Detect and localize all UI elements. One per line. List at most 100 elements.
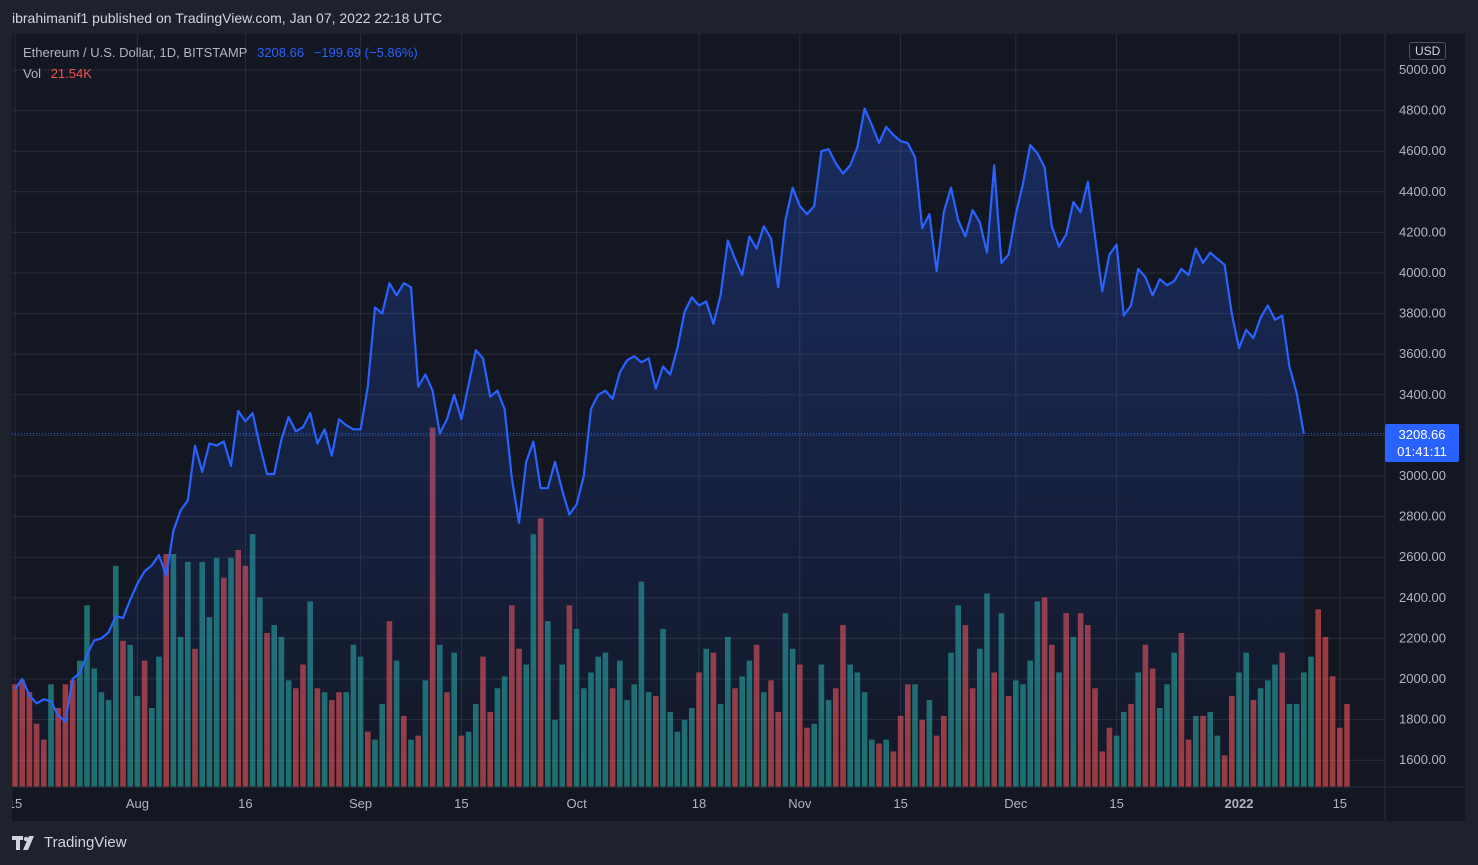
price-point [742, 274, 743, 275]
price-point [727, 240, 728, 241]
price-point [1051, 226, 1052, 227]
volume-value: 21.54K [50, 66, 92, 81]
price-point [1087, 181, 1088, 182]
price-point [439, 433, 440, 434]
price-point [641, 362, 642, 363]
price-point [1138, 268, 1139, 269]
price-point [1008, 254, 1009, 255]
price-point [194, 445, 195, 446]
price-point [792, 187, 793, 188]
volume-label[interactable]: Vol [23, 66, 42, 81]
price-point [223, 441, 224, 442]
price-point [403, 283, 404, 284]
price-point [29, 695, 30, 696]
price-point [454, 394, 455, 395]
price-point [648, 358, 649, 359]
price-point [900, 141, 901, 142]
price-chart[interactable]: 1600.00 1800.00 2000.00 2200.00 2400.00 2600.… [12, 34, 1465, 821]
price-point [79, 672, 80, 673]
price-point [986, 252, 987, 253]
price-point [684, 311, 685, 312]
price-point [778, 287, 779, 288]
price-point [65, 721, 66, 722]
price-point [893, 134, 894, 135]
price-point [432, 390, 433, 391]
price-tick-label: 1600.00 [1399, 752, 1446, 767]
price-point [1022, 183, 1023, 184]
tradingview-brand[interactable]: TradingView [12, 834, 127, 851]
price-point [1289, 366, 1290, 367]
price-point [1253, 337, 1254, 338]
bar-countdown: 01:41:11 [1397, 444, 1447, 459]
price-point [475, 350, 476, 351]
price-point [547, 488, 548, 489]
price-point [1037, 153, 1038, 154]
price-point [677, 348, 678, 349]
price-point [1102, 291, 1103, 292]
price-point [857, 147, 858, 148]
chart-pane[interactable]: 1600.00 1800.00 2000.00 2200.00 2400.00 2600.… [12, 34, 1465, 821]
time-tick-label: 15 [12, 796, 22, 811]
price-point [1044, 167, 1045, 168]
price-point [274, 473, 275, 474]
price-point [122, 618, 123, 619]
price-point [14, 689, 15, 690]
price-point [180, 510, 181, 511]
price-point [871, 124, 872, 125]
price-point [317, 443, 318, 444]
price-point [295, 431, 296, 432]
price-point [1210, 252, 1211, 253]
price-point [979, 222, 980, 223]
price-point [511, 477, 512, 478]
last-price-label: 3208.66 01:41:11 [1385, 424, 1459, 462]
price-point [554, 461, 555, 462]
time-tick-label: 18 [692, 796, 706, 811]
price-point [108, 632, 109, 633]
price-point [72, 678, 73, 679]
price-point [1130, 305, 1131, 306]
price-point [799, 205, 800, 206]
price-tick-label: 2600.00 [1399, 549, 1446, 564]
price-point [1238, 348, 1239, 349]
price-point [612, 398, 613, 399]
price-point [713, 323, 714, 324]
price-point [1123, 315, 1124, 316]
price-point [1109, 254, 1110, 255]
price-point [1152, 295, 1153, 296]
price-point [490, 396, 491, 397]
price-point [950, 187, 951, 188]
price-point [706, 301, 707, 302]
price-point [540, 488, 541, 489]
price-point [734, 258, 735, 259]
price-point [360, 429, 361, 430]
legend-main[interactable]: Ethereum / U.S. Dollar, 1D, BITSTAMP 320… [23, 45, 424, 60]
price-point [166, 575, 167, 576]
price-tick-label: 3600.00 [1399, 346, 1446, 361]
currency-button[interactable]: USD [1409, 42, 1447, 60]
price-point [958, 220, 959, 221]
price-point [94, 640, 95, 641]
price-point [1116, 244, 1117, 245]
price-point [770, 238, 771, 239]
price-point [374, 307, 375, 308]
price-point [814, 205, 815, 206]
price-tick-label: 4200.00 [1399, 224, 1446, 239]
price-point [50, 701, 51, 702]
price-point [1303, 433, 1304, 434]
price-point [562, 490, 563, 491]
symbol-title[interactable]: Ethereum / U.S. Dollar, 1D, BITSTAMP [23, 45, 248, 60]
price-point [691, 297, 692, 298]
time-tick-label: 15 [1333, 796, 1347, 811]
publisher-header: ibrahimanif1 published on TradingView.co… [12, 10, 443, 26]
price-point [670, 374, 671, 375]
price-point [151, 565, 152, 566]
axes: 1600.00 1800.00 2000.00 2200.00 2400.00 2600.… [12, 34, 1465, 821]
legend-volume[interactable]: Vol 21.54K [23, 66, 98, 81]
price-point [1274, 319, 1275, 320]
price-point [1001, 262, 1002, 263]
price-point [835, 163, 836, 164]
price-tick-label: 1800.00 [1399, 712, 1446, 727]
price-point [936, 270, 937, 271]
price-point [1066, 234, 1067, 235]
price-point [144, 571, 145, 572]
